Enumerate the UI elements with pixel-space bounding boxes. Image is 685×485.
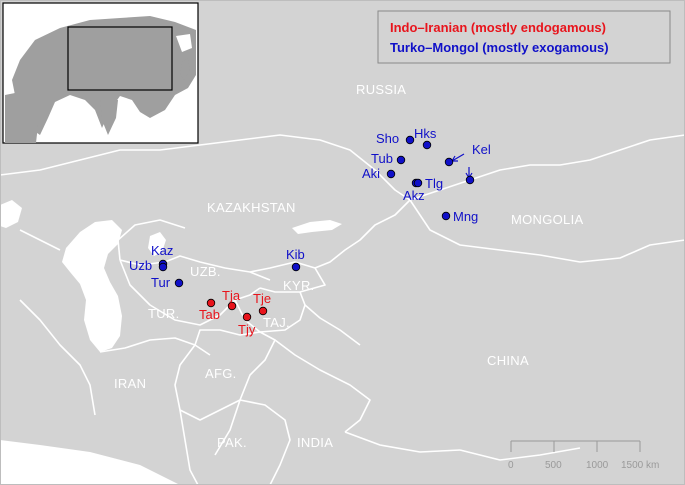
label-tajikistan: TAJ. — [263, 315, 290, 330]
site-label-akz: Akz — [403, 188, 425, 203]
lake-balkhash — [292, 220, 342, 234]
site-point-tub — [396, 155, 406, 165]
label-china: CHINA — [487, 353, 529, 368]
legend-box — [377, 10, 671, 64]
site-point-tur — [174, 278, 184, 288]
black-sea-edge — [0, 200, 22, 228]
gulf-water — [0, 440, 180, 485]
site-label-tje: Tje — [253, 291, 271, 306]
country-borders — [0, 134, 685, 485]
scale-bar-labels: 0 500 1000 1500 km — [508, 460, 659, 471]
sites-turko-mongol — [158, 135, 475, 288]
inset-japan — [180, 58, 190, 80]
site-label-hks: Hks — [414, 126, 437, 141]
site-label-tab: Tab — [199, 307, 220, 322]
site-label-uzb: Uzb — [129, 258, 152, 273]
legend-turko-mongol: Turko–Mongol (mostly exogamous) — [390, 40, 609, 55]
label-russia: RUSSIA — [356, 82, 406, 97]
site-point-tlg — [413, 178, 423, 188]
label-kyrgyzstan: KYR. — [283, 278, 315, 293]
site-label-mng: Mng — [453, 209, 478, 224]
scale-label-500: 500 — [545, 460, 562, 471]
sites-indo-iranian — [206, 298, 268, 322]
site-label-tur: Tur — [151, 275, 171, 290]
site-label-aki: Aki — [362, 166, 380, 181]
scale-label-1500: 1500 km — [621, 460, 659, 471]
scale-label-1000: 1000 — [586, 460, 609, 471]
site-point-tab — [206, 298, 216, 308]
caspian-sea — [62, 220, 122, 352]
site-point-uzb — [158, 262, 168, 272]
site-point-kel-2 — [465, 175, 475, 185]
label-turkmenistan: TUR. — [148, 306, 180, 321]
label-mongolia: MONGOLIA — [511, 212, 583, 227]
label-iran: IRAN — [114, 376, 146, 391]
site-label-tub: Tub — [371, 151, 393, 166]
site-label-tjy: Tjy — [238, 322, 256, 337]
site-label-tlg: Tlg — [425, 176, 443, 191]
site-labels-indo-iranian: Tja Tje Tab Tjy — [199, 288, 271, 337]
site-label-kel: Kel — [472, 142, 491, 157]
label-kazakhstan: KAZAKHSTAN — [207, 200, 296, 215]
label-pakistan: PAK. — [217, 435, 247, 450]
site-label-tja: Tja — [222, 288, 241, 303]
site-point-mng — [441, 211, 451, 221]
label-uzbekistan: UZB. — [190, 264, 221, 279]
site-point-sho — [405, 135, 415, 145]
site-point-kel — [444, 157, 454, 167]
inset-map — [2, 2, 199, 144]
inset-region-box — [67, 26, 173, 91]
aral-sea — [148, 232, 166, 256]
site-label-kaz: Kaz — [151, 243, 173, 258]
inset-sea-of-okhotsk — [176, 34, 192, 52]
label-india: INDIA — [297, 435, 333, 450]
legend-indo-iranian: Indo–Iranian (mostly endogamous) — [390, 20, 606, 35]
inset-india — [100, 100, 118, 135]
site-labels-turko-mongol: Kaz Uzb Tur Kib Sho Hks Tub Aki Kel Akz … — [129, 126, 491, 290]
site-point-tjy — [242, 312, 252, 322]
site-label-kib: Kib — [286, 247, 305, 262]
site-point-aki — [386, 169, 396, 179]
inset-eurasia — [12, 16, 196, 135]
site-point-tja — [227, 301, 237, 311]
inset-africa — [5, 92, 38, 143]
scale-bar — [510, 440, 641, 452]
country-labels: RUSSIA KAZAKHSTAN MONGOLIA CHINA UZB. KY… — [114, 82, 583, 450]
site-point-hks — [422, 140, 432, 150]
scale-label-0: 0 — [508, 460, 514, 471]
site-label-sho: Sho — [376, 131, 399, 146]
legend: Indo–Iranian (mostly endogamous) Turko–M… — [377, 10, 671, 64]
site-point-kib — [291, 262, 301, 272]
label-afghanistan: AFG. — [205, 366, 237, 381]
site-point-tje — [258, 306, 268, 316]
